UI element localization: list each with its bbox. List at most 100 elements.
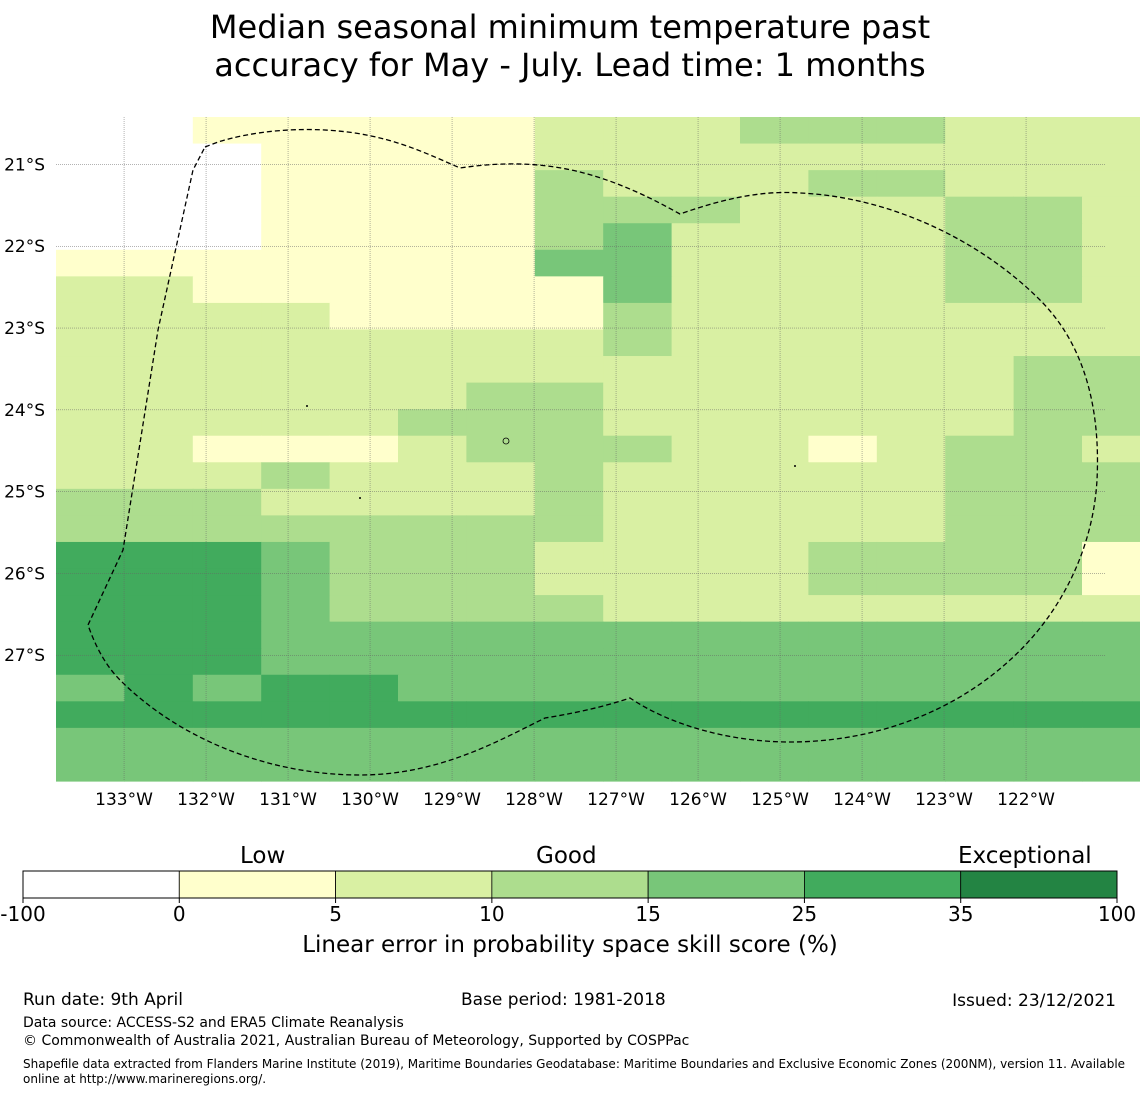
grid-cell: [534, 356, 604, 384]
grid-cell: [876, 727, 946, 756]
longitude-label: 131°W: [259, 790, 317, 810]
grid-cell: [1082, 568, 1140, 596]
grid-cell: [671, 727, 741, 756]
grid-cell: [124, 435, 194, 463]
colorbar-axis-label: Linear error in probability space skill …: [302, 932, 838, 958]
grid-cell: [1082, 648, 1140, 676]
grid-cell: [192, 196, 262, 224]
grid-cell: [398, 701, 467, 729]
map-title: Median seasonal minimum temperature past…: [0, 8, 1140, 84]
grid-cell: [945, 727, 1015, 756]
grid-cell: [1013, 674, 1083, 702]
grid-cell: [671, 674, 741, 702]
grid-cell: [1082, 754, 1140, 782]
longitude-label: 124°W: [833, 790, 891, 810]
grid-cell: [329, 462, 399, 490]
grid-cell: [398, 329, 467, 357]
grid-cell: [876, 356, 946, 384]
longitude-label: 126°W: [669, 790, 727, 810]
colorbar-segment: [491, 870, 649, 899]
grid-cell: [945, 701, 1015, 729]
grid-cell: [56, 568, 125, 596]
grid-cell: [466, 170, 536, 198]
grid-cell: [1013, 170, 1083, 198]
grid-cell: [671, 488, 741, 516]
grid-cell: [124, 701, 194, 729]
grid-cell: [124, 143, 194, 171]
grid-cell: [1082, 117, 1140, 145]
grid-cell: [534, 648, 604, 676]
grid-cell: [945, 595, 1015, 623]
grid-cell: [603, 435, 673, 463]
run-date: Run date: 9th April: [23, 990, 183, 1010]
grid-cell: [192, 249, 262, 277]
grid-cell: [603, 196, 673, 224]
grid-cell: [56, 462, 125, 490]
latitude-label: 25°S: [4, 483, 45, 503]
grid-cell: [740, 117, 809, 145]
grid-cell: [466, 541, 536, 570]
grid-cell: [603, 727, 673, 756]
colorbar-tick-label: 35: [948, 902, 973, 926]
grid-cell: [808, 117, 878, 145]
grid-cell: [808, 488, 878, 516]
grid-cell: [740, 143, 809, 171]
grid-cell: [740, 302, 809, 331]
grid-cell: [808, 356, 878, 384]
longitude-label: 128°W: [505, 790, 563, 810]
colorbar-tick-label: 0: [173, 902, 186, 926]
copyright: © Commonwealth of Australia 2021, Austra…: [23, 1033, 690, 1049]
grid-cell: [603, 674, 673, 702]
grid-cell: [124, 621, 194, 649]
grid-cell: [1082, 143, 1140, 171]
grid-cell: [192, 329, 262, 357]
grid-cell: [876, 488, 946, 516]
grid-cell: [192, 754, 262, 782]
grid-cell: [192, 170, 262, 198]
grid-cell: [534, 382, 604, 410]
grid-cell: [261, 302, 331, 331]
grid-cell: [603, 302, 673, 331]
grid-cell: [398, 541, 467, 570]
grid-cell: [945, 541, 1015, 570]
grid-cell: [945, 170, 1015, 198]
grid-cell: [808, 462, 878, 490]
grid-cell: [398, 648, 467, 676]
colorbar-tick-label: 25: [792, 902, 817, 926]
grid-cell: [876, 435, 946, 463]
grid-cell: [603, 382, 673, 410]
grid-cell: [261, 515, 331, 543]
grid-cell: [671, 249, 741, 277]
grid-cell: [56, 754, 125, 782]
grid-cell: [808, 329, 878, 357]
grid-cell: [534, 462, 604, 490]
grid-cell: [1013, 143, 1083, 171]
grid-cell: [261, 568, 331, 596]
grid-cell: [876, 329, 946, 357]
grid-cell: [56, 435, 125, 463]
grid-cell: [398, 196, 467, 224]
grid-cell: [261, 276, 331, 304]
grid-cell: [466, 196, 536, 224]
grid-cell: [1082, 701, 1140, 729]
grid-cell: [1082, 382, 1140, 410]
grid-cell: [808, 541, 878, 570]
grid-cell: [945, 621, 1015, 649]
grid-cell: [740, 568, 809, 596]
grid-cell: [876, 223, 946, 251]
grid-cell: [1082, 409, 1140, 437]
grid-cell: [56, 701, 125, 729]
grid-cell: [192, 621, 262, 649]
colorbar-low-label: Low: [240, 843, 286, 869]
grid-cell: [534, 435, 604, 463]
grid-cell: [1013, 356, 1083, 384]
grid-cell: [124, 382, 194, 410]
grid-cell: [124, 595, 194, 623]
grid-cell: [124, 329, 194, 357]
grid-cell: [329, 409, 399, 437]
base-period: Base period: 1981-2018: [461, 990, 666, 1010]
colorbar-segment: [335, 870, 493, 899]
grid-cell: [1082, 595, 1140, 623]
grid-cell: [466, 302, 536, 331]
grid-cell: [671, 754, 741, 782]
